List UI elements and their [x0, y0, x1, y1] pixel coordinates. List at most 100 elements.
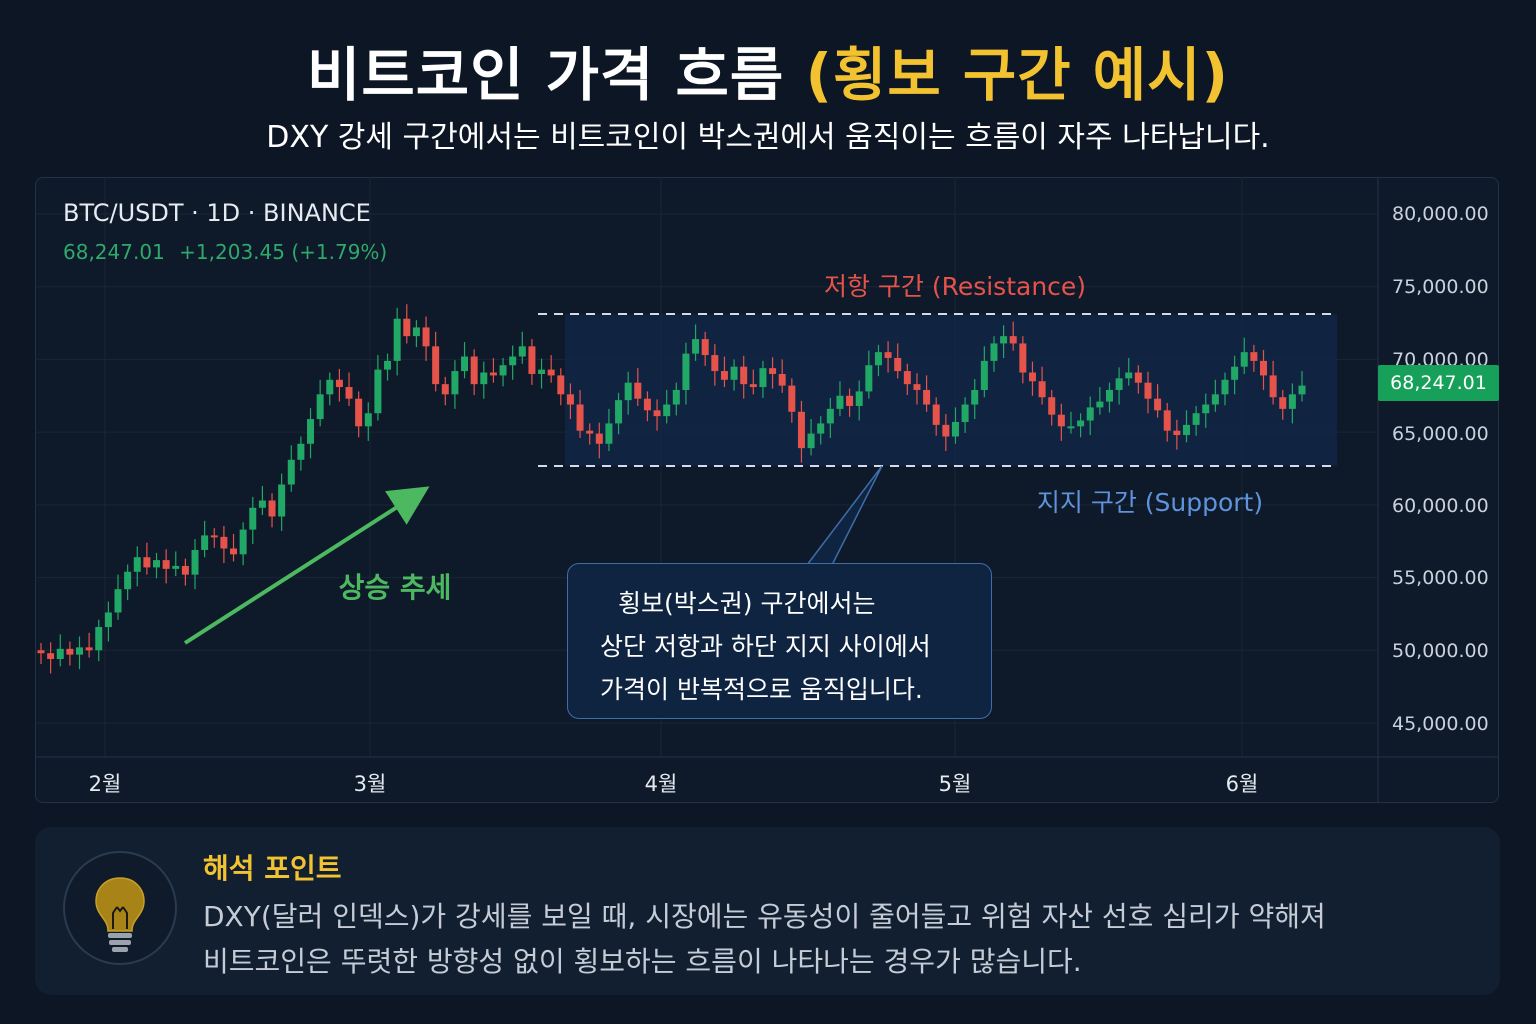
candle-body	[576, 404, 584, 431]
candle-body	[1000, 336, 1008, 344]
note-text: 비트코인은 뚜렷한 방향성 없이 횡보하는 흐름이 나타나는 경우가 많습니다.	[203, 945, 1082, 978]
candle-body	[538, 369, 546, 374]
candle-body	[364, 413, 372, 427]
candle-body	[1048, 397, 1056, 415]
candle-body	[951, 421, 959, 437]
note-title: 해석 포인트	[203, 852, 342, 885]
candle-body	[1250, 352, 1258, 361]
callout-line: 횡보(박스권) 구간에서는	[618, 589, 876, 618]
candle-body	[441, 384, 449, 395]
candle-body	[1057, 414, 1065, 427]
candle-body	[759, 368, 767, 388]
candle-body	[923, 389, 931, 405]
candle-body	[191, 549, 199, 575]
candle-body	[393, 318, 401, 361]
x-tick-label: 4월	[644, 772, 678, 796]
candle-body	[692, 339, 700, 354]
candle-body	[47, 653, 55, 660]
candle-body	[1288, 394, 1296, 409]
candle-body	[355, 398, 363, 427]
candle-body	[1105, 389, 1113, 402]
title-highlight: (횡보 구간 예시)	[805, 41, 1230, 109]
candle-body	[422, 327, 430, 347]
candle-body	[980, 360, 988, 390]
page-title: 비트코인 가격 흐름 (횡보 구간 예시)	[0, 28, 1536, 112]
candle-body	[749, 384, 757, 388]
y-tick-label: 80,000.00	[1392, 203, 1489, 225]
candle-body	[76, 647, 84, 655]
candle-body	[586, 430, 594, 434]
candle-body	[239, 529, 247, 555]
candle-body	[470, 356, 478, 385]
resistance-label: 저항 구간 (Resistance)	[823, 272, 1087, 301]
last-price: 68,247.01	[63, 240, 165, 264]
candle-body	[335, 379, 343, 388]
callout-pointer	[806, 465, 883, 566]
candle-body	[855, 391, 863, 406]
x-tick-label: 3월	[353, 772, 387, 796]
candle-body	[1019, 343, 1027, 373]
candle-body	[162, 560, 170, 569]
candle-body	[181, 565, 189, 575]
candle-body	[643, 398, 651, 411]
candle-body	[1115, 378, 1123, 390]
candle-body	[172, 565, 180, 569]
page-subtitle: DXY 강세 구간에서는 비트코인이 박스권에서 움직이는 흐름이 자주 나타납…	[266, 120, 1270, 155]
x-tick-label: 2월	[88, 772, 122, 796]
candle-body	[874, 352, 882, 366]
candle-body	[432, 346, 440, 385]
candle-body	[518, 346, 526, 357]
candle-body	[961, 404, 969, 422]
callout-box: 횡보(박스권) 구간에서는 상단 저항과 하단 지지 사이에서 가격이 반복적으…	[567, 563, 992, 719]
candle-body	[1038, 381, 1046, 398]
candle-body	[1134, 372, 1142, 383]
candle-body	[942, 424, 950, 437]
candle-body	[846, 395, 854, 406]
candle-body	[210, 535, 218, 538]
y-tick-label: 75,000.00	[1392, 276, 1489, 298]
candle-body	[1144, 382, 1152, 399]
y-tick-label: 60,000.00	[1392, 495, 1489, 517]
candle-body	[412, 327, 420, 337]
symbol-label: BTC/USDT · 1D · BINANCE	[63, 199, 371, 227]
candle-body	[56, 648, 64, 660]
candle-body	[326, 379, 334, 395]
candle-body	[480, 372, 488, 385]
candle-body	[740, 366, 748, 385]
candle-body	[66, 648, 74, 655]
candle-body	[769, 368, 777, 374]
candle-body	[124, 571, 132, 590]
candle-body	[1259, 360, 1267, 376]
candle-body	[990, 343, 998, 361]
candle-body	[509, 356, 517, 366]
candle-body	[1125, 372, 1133, 379]
current-price-tag: 68,247.01	[1378, 365, 1499, 401]
trend-arrow	[183, 486, 430, 645]
candle-body	[95, 627, 103, 651]
candle-body	[720, 371, 728, 380]
candle-body	[451, 371, 459, 395]
candle-body	[499, 365, 507, 376]
candle-body	[557, 375, 565, 395]
candle-body	[711, 355, 719, 372]
candle-body	[615, 400, 623, 424]
candle-body	[566, 394, 574, 405]
candle-body	[345, 387, 353, 399]
candle-body	[913, 384, 921, 390]
candle-body	[682, 353, 690, 390]
candle-body	[817, 423, 825, 434]
candle-body	[1173, 430, 1181, 436]
candle-body	[547, 369, 555, 376]
candle-body	[1298, 385, 1306, 395]
candle-body	[230, 548, 238, 555]
candle-body	[201, 535, 209, 550]
candle-body	[461, 356, 469, 372]
y-tick-label: 55,000.00	[1392, 567, 1489, 589]
candle-body	[730, 366, 738, 380]
candle-body	[1028, 372, 1036, 382]
candle-body	[836, 395, 844, 409]
candle-body	[778, 373, 786, 386]
candle-body	[1202, 404, 1210, 414]
candle-body	[374, 369, 382, 414]
candle-body	[903, 371, 911, 385]
